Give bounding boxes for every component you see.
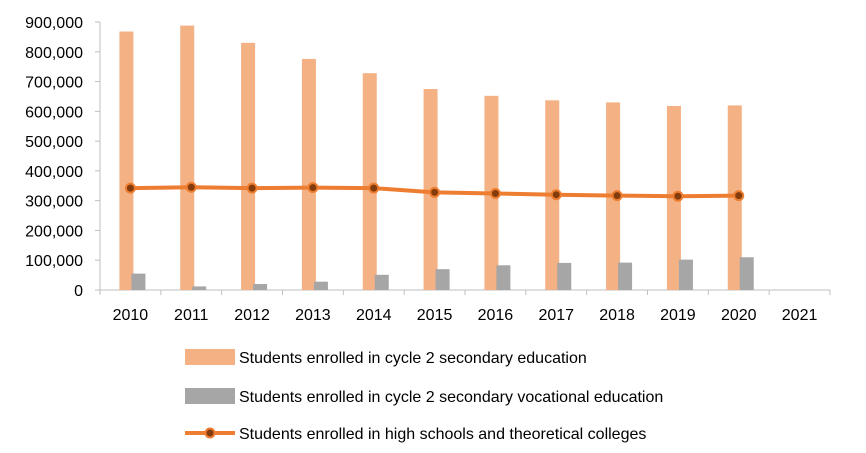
y-tick-label: 500,000 — [25, 134, 83, 151]
line-point-2016 — [489, 188, 501, 200]
bar-series-1-2013 — [301, 58, 316, 291]
bar-series-2-2019 — [678, 259, 693, 290]
bar-series-2-2012 — [253, 284, 268, 290]
legend-swatch-2 — [185, 388, 235, 404]
legend-label-2: Students enrolled in cycle 2 secondary v… — [239, 389, 663, 406]
bar-series-2-2015 — [435, 269, 450, 290]
x-tick-label: 2018 — [599, 307, 635, 324]
bar-series-1-2011 — [180, 25, 195, 290]
x-tick-label: 2016 — [478, 307, 514, 324]
y-tick-label: 600,000 — [25, 104, 83, 121]
x-tick-label: 2021 — [782, 307, 818, 324]
line-point-2020 — [733, 190, 745, 202]
y-axis: 0 100,000 200,000 300,000 400,000 500,000 600,… — [25, 15, 101, 300]
x-tick-label: 2017 — [538, 307, 574, 324]
bars — [119, 25, 754, 291]
bar-series-2-2020 — [739, 257, 754, 290]
line-point-2012 — [246, 182, 258, 194]
x-tick-label: 2019 — [660, 307, 696, 324]
x-axis: 2010 2011 2012 2013 2014 2015 2016 2017 2018 2019… — [99, 289, 831, 324]
bar-series-2-2013 — [313, 281, 328, 290]
y-tick-label: 400,000 — [25, 164, 83, 181]
x-tick-label: 2020 — [721, 307, 757, 324]
x-tick-label: 2011 — [174, 307, 209, 324]
bar-series-1-2014 — [362, 73, 377, 291]
line-point-2010 — [124, 182, 136, 194]
line-point-2019 — [672, 190, 684, 202]
x-tick-label: 2010 — [113, 307, 149, 324]
y-tick-label: 300,000 — [25, 194, 83, 211]
legend-label-3: Students enrolled in high schools and th… — [239, 426, 646, 443]
line-point-2011 — [185, 181, 197, 193]
y-tick-label: 200,000 — [25, 223, 83, 240]
y-tick-label: 800,000 — [25, 45, 83, 62]
legend-marker — [204, 427, 216, 439]
y-tick-label: 900,000 — [25, 15, 83, 32]
bar-series-2-2014 — [374, 274, 389, 290]
line-point-2015 — [429, 186, 441, 198]
line-point-2014 — [368, 182, 380, 194]
x-tick-label: 2015 — [417, 307, 453, 324]
line-point-2013 — [307, 182, 319, 194]
bar-series-2-2018 — [618, 262, 633, 290]
y-tick-label: 0 — [74, 283, 83, 300]
bar-series-2-2017 — [557, 262, 572, 290]
bar-series-1-2010 — [119, 31, 134, 290]
legend-label-1: Students enrolled in cycle 2 secondary e… — [239, 350, 587, 367]
y-tick-label: 100,000 — [25, 253, 83, 270]
legend-swatch-1 — [185, 349, 235, 365]
x-tick-label: 2012 — [234, 307, 270, 324]
x-tick-label: 2013 — [295, 307, 331, 324]
bar-series-2-2016 — [496, 265, 511, 290]
y-tick-label: 700,000 — [25, 75, 83, 92]
bar-series-2-2011 — [192, 286, 207, 290]
bar-series-2-2010 — [131, 273, 146, 290]
line-point-2017 — [550, 189, 562, 201]
legend: Students enrolled in cycle 2 secondary e… — [185, 349, 663, 443]
x-tick-label: 2014 — [356, 307, 392, 324]
bar-series-1-2012 — [241, 42, 256, 290]
line-series — [124, 181, 745, 202]
line-point-2018 — [611, 190, 623, 202]
